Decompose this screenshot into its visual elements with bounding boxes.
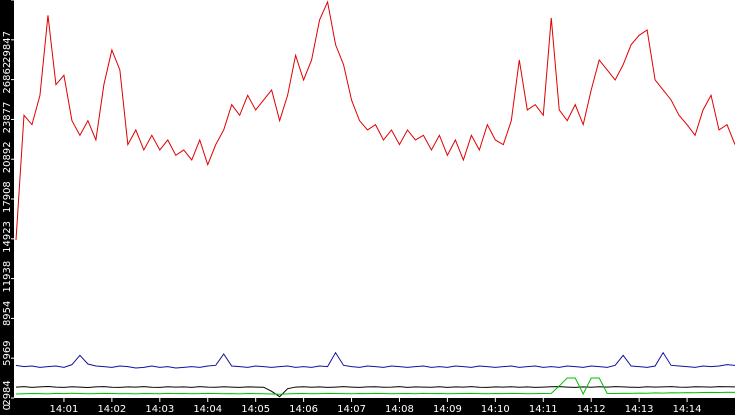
x-tick-label: 14:07: [337, 404, 366, 415]
y-tick-label: 2984: [2, 380, 13, 405]
y-axis-strip: [0, 0, 14, 415]
series-line: [15, 377, 735, 396]
x-tick-label: 14:03: [145, 404, 174, 415]
y-tick-label: 20892: [2, 141, 13, 173]
y-tick-label: 29847: [2, 31, 13, 63]
y-tick-label: 0: [2, 404, 13, 410]
y-tick-label: 11938: [2, 261, 13, 293]
x-tick-label: 14:12: [577, 404, 606, 415]
y-tick-label: 8954: [2, 301, 13, 326]
series-line: [15, 0, 735, 241]
y-tick-label: 5969: [2, 340, 13, 365]
x-tick-label: 14:06: [289, 404, 318, 415]
x-tick-label: 14:04: [193, 404, 222, 415]
series-line: [15, 386, 735, 398]
x-tick-label: 14:08: [385, 404, 414, 415]
x-tick-label: 14:05: [241, 404, 270, 415]
x-tick-label: 14:02: [97, 404, 126, 415]
y-tick-label: 14923: [2, 221, 13, 253]
x-tick-label: 14:09: [433, 404, 462, 415]
x-tick-label: 14:14: [673, 404, 702, 415]
series-line: [15, 351, 735, 369]
x-tick-label: 14:10: [481, 404, 510, 415]
x-tick-label: 14:01: [50, 404, 79, 415]
x-axis-strip: [0, 398, 735, 415]
x-tick-label: 14:13: [625, 404, 654, 415]
y-tick-label: 23877: [2, 102, 13, 134]
y-tick-label: 17908: [2, 181, 13, 213]
x-tick-label: 14:11: [529, 404, 558, 415]
y-tick-label: 26862: [2, 62, 13, 94]
